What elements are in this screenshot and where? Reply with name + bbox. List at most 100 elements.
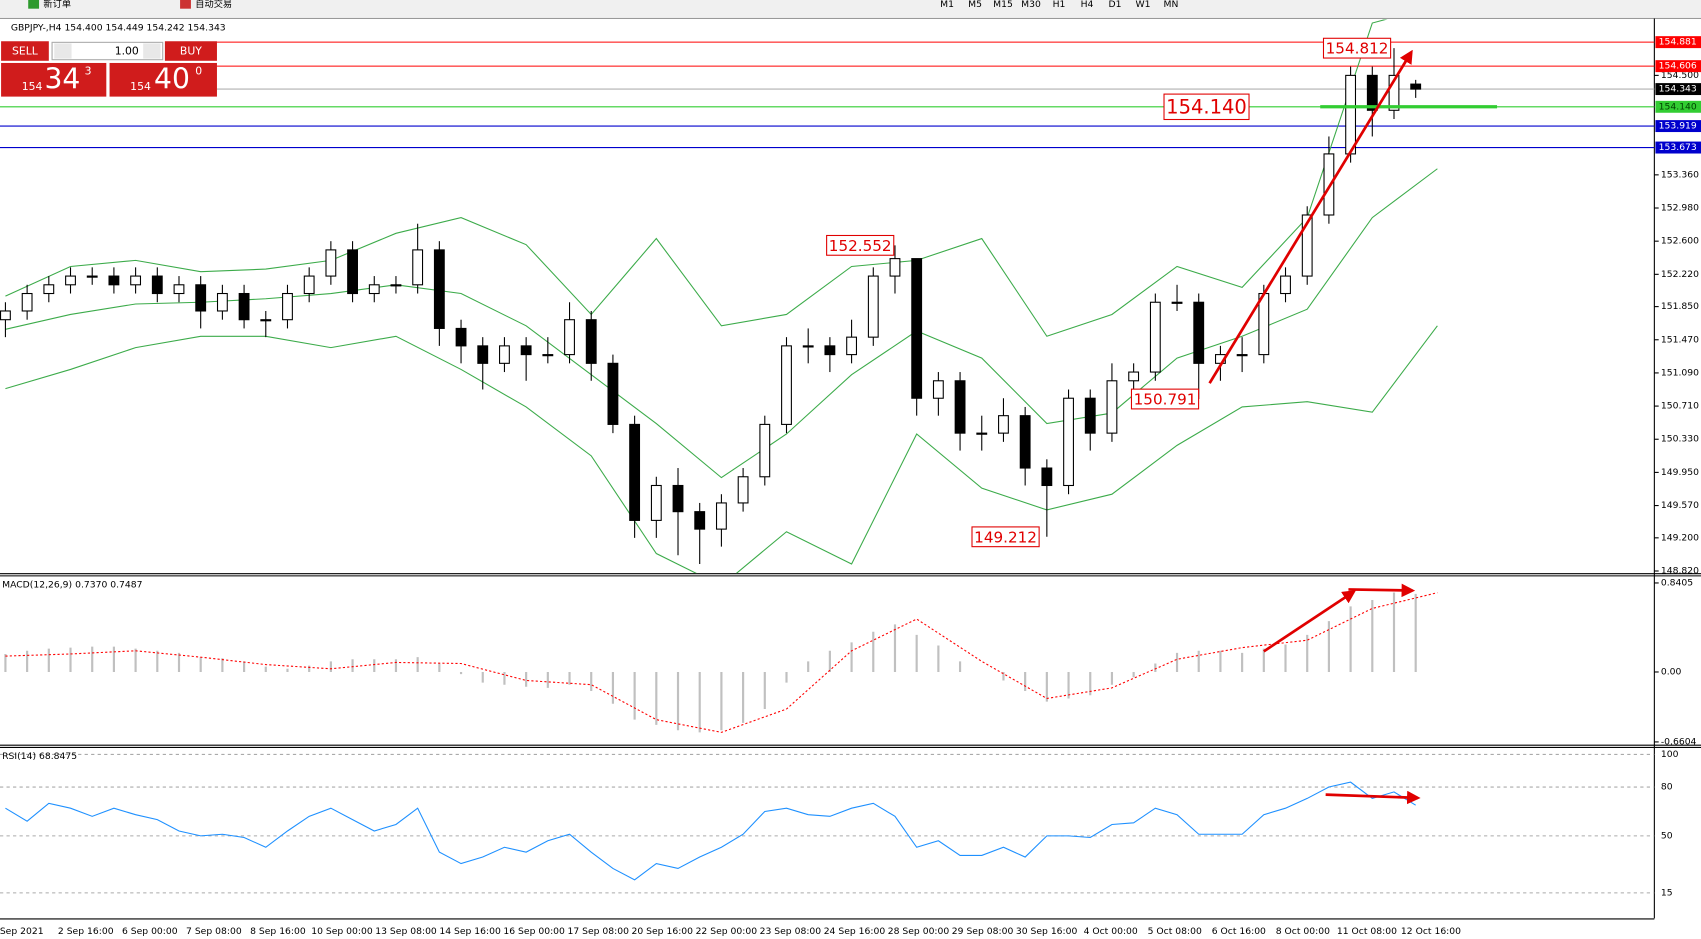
- candle-body: [173, 284, 185, 295]
- timeframe-button[interactable]: MN: [1164, 0, 1179, 10]
- x-tick-label: 23 Sep 08:00: [760, 926, 822, 937]
- candle-body: [564, 319, 575, 356]
- level-label: 154.140: [1659, 101, 1697, 112]
- candle-body: [1236, 354, 1248, 357]
- level-label: 153.919: [1659, 121, 1697, 132]
- bollinger-middle: [5, 168, 1438, 479]
- timeframe-button[interactable]: H1: [1053, 0, 1066, 10]
- timeframe-button[interactable]: M5: [968, 0, 982, 10]
- y-tick-label: 151.470: [1661, 334, 1699, 345]
- candle-body: [998, 415, 1009, 434]
- candle-body: [347, 249, 358, 295]
- lots-down[interactable]: [54, 43, 72, 59]
- buy-label[interactable]: BUY: [180, 45, 202, 58]
- toolbar-button[interactable]: 新订单: [43, 0, 71, 10]
- x-tick-label: 10 Sep 00:00: [311, 926, 373, 937]
- macd-tick-label: 0.8405: [1661, 577, 1693, 588]
- candle-body: [802, 345, 814, 348]
- bollinger-lower: [5, 325, 1438, 574]
- lots-field[interactable]: [51, 41, 164, 61]
- candle-body: [1149, 301, 1161, 373]
- y-tick-label: 151.090: [1661, 367, 1699, 378]
- y-tick-label: 150.710: [1661, 401, 1699, 412]
- candle-body: [260, 319, 272, 322]
- candle-body: [325, 249, 337, 277]
- buy-price-box[interactable]: [109, 62, 217, 97]
- icon: [28, 0, 40, 9]
- annotation-label: 154.812: [1326, 40, 1389, 58]
- macd-tick-label: -0.6604: [1661, 736, 1697, 747]
- candle-body: [672, 484, 684, 513]
- candle-body: [585, 319, 597, 364]
- sell-label[interactable]: SELL: [12, 45, 38, 58]
- candle-body: [65, 275, 76, 286]
- toolbar-button[interactable]: 自动交易: [195, 0, 232, 10]
- annotation-box: [1130, 388, 1200, 410]
- candle-body: [130, 275, 142, 286]
- annotation-box: [971, 526, 1040, 548]
- rsi-line: [5, 781, 1416, 881]
- rsi-tick-label: 15: [1661, 887, 1673, 898]
- timeframe-button[interactable]: H4: [1081, 0, 1094, 10]
- candle-body: [1323, 153, 1335, 216]
- candle-body: [954, 380, 966, 434]
- y-tick-label: 150.330: [1661, 434, 1699, 445]
- candle-body: [846, 336, 858, 356]
- candle-body: [151, 275, 163, 295]
- x-tick-label: 12 Oct 16:00: [1401, 926, 1461, 937]
- candle-body: [629, 423, 641, 521]
- candle-body: [390, 284, 402, 287]
- level-label: 154.343: [1659, 84, 1697, 95]
- candle-body: [911, 258, 923, 399]
- level-label-bg: [1655, 120, 1701, 133]
- lots-value[interactable]: 1.00: [115, 45, 139, 58]
- candle-body: [737, 476, 749, 504]
- candle-body: [1280, 275, 1291, 295]
- candle-body: [1128, 371, 1140, 382]
- x-tick-label: 28 Sep 00:00: [888, 926, 950, 937]
- candle-body: [455, 327, 467, 347]
- timeframe-button[interactable]: M1: [940, 0, 954, 10]
- sell-price-box[interactable]: [1, 62, 107, 97]
- price-big-figure: 154: [22, 80, 43, 93]
- candle-body: [889, 258, 901, 277]
- y-tick-label: 149.950: [1661, 467, 1699, 478]
- candle-body: [195, 284, 207, 312]
- timeframe-button[interactable]: D1: [1108, 0, 1121, 10]
- candle-body: [1366, 74, 1378, 111]
- timeframe-button[interactable]: M30: [1021, 0, 1041, 10]
- trend-arrow: [1325, 790, 1421, 805]
- timeframe-button[interactable]: W1: [1135, 0, 1150, 10]
- price-pips: 34: [44, 62, 80, 95]
- candle-body: [1193, 301, 1205, 364]
- level-label-bg: [1655, 100, 1701, 113]
- candle-body: [976, 432, 988, 435]
- annotation-label: 150.791: [1134, 391, 1197, 409]
- y-tick-label: 148.820: [1661, 565, 1699, 576]
- rsi-label: RSI(14) 68.8475: [2, 751, 77, 762]
- candle-body: [650, 484, 662, 521]
- candle-body: [824, 345, 836, 356]
- x-tick-label: 24 Sep 16:00: [824, 926, 886, 937]
- price-pips: 40: [154, 62, 190, 95]
- trend-arrow: [1263, 590, 1357, 653]
- candle-body: [1063, 397, 1074, 487]
- sell-button[interactable]: [1, 41, 49, 61]
- candle-body: [86, 275, 98, 278]
- y-tick-label: 152.220: [1661, 269, 1699, 280]
- y-tick-label: 153.360: [1661, 169, 1699, 180]
- lots-up[interactable]: [143, 43, 161, 59]
- candle-body: [1106, 380, 1118, 434]
- candle-body: [542, 354, 554, 357]
- price-fraction: 3: [85, 65, 92, 78]
- candle-body: [282, 292, 293, 321]
- buy-button[interactable]: [164, 41, 217, 61]
- rsi-tick-label: 100: [1661, 749, 1679, 760]
- macd-signal: [5, 592, 1438, 733]
- x-tick-label: 8 Oct 00:00: [1276, 926, 1330, 937]
- y-tick-label: 152.600: [1661, 236, 1699, 247]
- macd-label: MACD(12,26,9) 0.7370 0.7487: [2, 580, 142, 591]
- timeframe-button[interactable]: M15: [993, 0, 1013, 10]
- candle-body: [216, 292, 228, 312]
